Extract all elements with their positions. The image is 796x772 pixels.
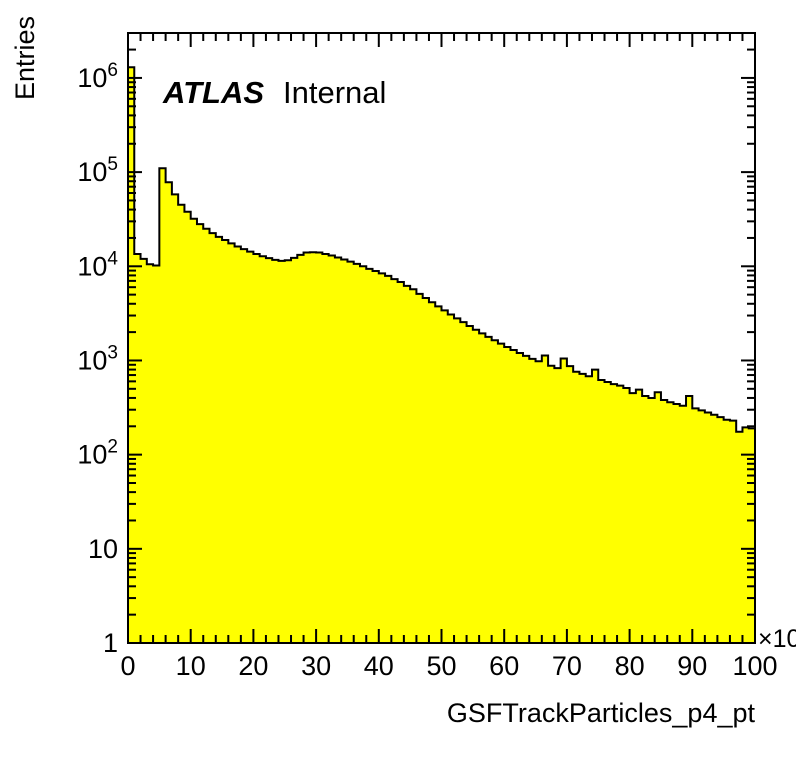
x-axis-tick-label: 40: [364, 651, 394, 681]
y-axis-title: Entries: [10, 16, 40, 100]
y-axis-tick-label: 104: [77, 248, 118, 281]
y-axis-ticks: [128, 32, 755, 644]
x-axis-title: GSFTrackParticles_p4_pt: [447, 698, 756, 728]
x-axis-tick-label: 30: [301, 651, 331, 681]
x-axis-tick-label: 60: [489, 651, 519, 681]
x-axis-tick-label: 70: [552, 651, 582, 681]
histogram-series: [127, 66, 756, 644]
y-axis-tick-label: 102: [77, 437, 118, 470]
x-axis-tick-labels: 0 10 20 30 40 50 60 70 80 90 100: [120, 651, 777, 681]
atlas-status-label: Internal: [283, 75, 386, 110]
x-axis-tick-label: 50: [426, 651, 456, 681]
y-axis-tick-label: 105: [77, 154, 118, 187]
x-axis-ticks: [127, 33, 756, 643]
x-axis-exponent: ×103: [758, 621, 796, 653]
y-axis-tick-label: 10: [88, 534, 118, 564]
x-axis-tick-label: 80: [615, 651, 645, 681]
y-axis-tick-label: 103: [77, 342, 118, 375]
y-axis-tick-labels: 1 10 102 103 104 105 106: [77, 60, 118, 658]
x-axis-tick-label: 90: [677, 651, 707, 681]
y-axis-tick-label: 1: [103, 628, 118, 658]
x-axis-exponent-label: ×103: [758, 621, 796, 653]
x-axis-tick-label: 100: [732, 651, 777, 681]
y-axis-tick-label: 106: [77, 60, 118, 93]
x-axis-tick-label: 20: [238, 651, 268, 681]
x-axis-tick-label: 10: [176, 651, 206, 681]
atlas-experiment-label: ATLAS: [162, 75, 264, 110]
x-axis-tick-label: 0: [120, 651, 135, 681]
